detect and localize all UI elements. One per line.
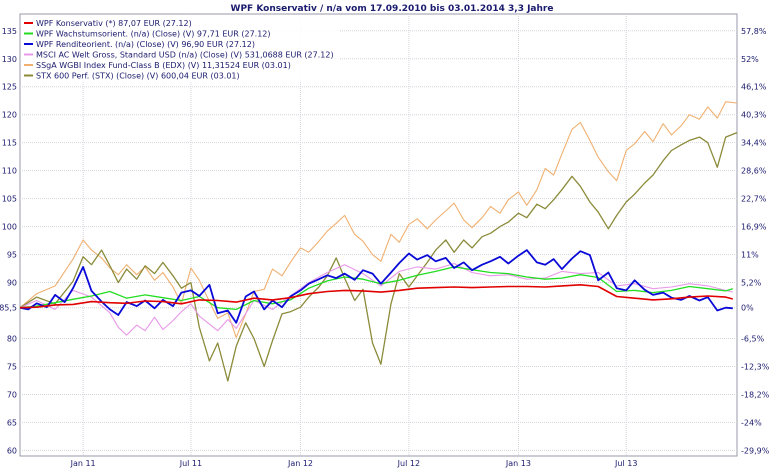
legend-entry: MSCI AC Welt Gross, Standard USD (n/a) (… — [36, 51, 334, 60]
legend-entry: SSgA WGBI Index Fund-Class B (EDX) (V) 1… — [36, 61, 291, 70]
right-tick-label: -24% — [741, 418, 762, 427]
legend-entry: WPF Wachstumsorient. (n/a) (Close) (V) 9… — [36, 30, 271, 39]
series-line-5 — [19, 101, 738, 338]
right-tick-label: 22,7% — [741, 195, 767, 204]
right-tick-label: -12,3% — [741, 362, 770, 371]
legend-entry: WPF Renditeorient. (n/a) (Close) (V) 96,… — [36, 40, 255, 49]
left-tick-label: 115 — [2, 139, 17, 148]
left-tick-label: 75 — [7, 362, 17, 371]
legend-entry: WPF Konservativ (*) 87,07 EUR (27.12) — [36, 19, 192, 28]
left-tick-label: 125 — [2, 83, 17, 92]
series-group — [19, 101, 738, 382]
legend-box — [22, 16, 340, 82]
x-tick-label: Jan 13 — [505, 459, 531, 468]
x-tick-label: Jul 12 — [397, 459, 420, 468]
right-tick-label: 57,8% — [741, 27, 767, 36]
right-tick-label: 28,6% — [741, 167, 767, 176]
series-line-4 — [19, 262, 733, 336]
right-tick-label: 52% — [741, 55, 759, 64]
right-tick-label: 46,1% — [741, 83, 767, 92]
left-axis: 135 130 125 120 115 110 105 100 95 90 85,5 80 75 70 65… — [0, 27, 17, 456]
right-axis: 57,8% 52% 46,1% 40,3% 34,4% 28,6% 22,7% 16,9% 11… — [741, 27, 770, 456]
grid — [20, 14, 737, 456]
x-tick-label: Jul 11 — [179, 459, 202, 468]
x-axis: Jan 11 Jul 11 Jan 12 Jul 12 Jan 13 Jul 13 — [70, 459, 638, 468]
x-tick-label: Jul 13 — [614, 459, 637, 468]
left-tick-label: 70 — [7, 390, 17, 399]
left-tick-label: 90 — [7, 279, 17, 288]
legend-entry: STX 600 Perf. (STX) (Close) (V) 600,04 E… — [36, 72, 240, 81]
x-tick-label: Jan 12 — [287, 459, 313, 468]
right-tick-label: -6,5% — [741, 335, 765, 344]
legend: WPF Konservativ (*) 87,07 EUR (27.12) WPF… — [22, 16, 340, 82]
right-tick-label: 0% — [741, 304, 754, 313]
left-tick-label: 80 — [7, 335, 17, 344]
right-tick-label: 34,4% — [741, 139, 767, 148]
right-tick-label: -18,2% — [741, 390, 770, 399]
x-tick-label: Jan 11 — [70, 459, 96, 468]
left-tick-label: 105 — [2, 195, 17, 204]
right-tick-label: 40,3% — [741, 111, 767, 120]
left-tick-label: 85,5 — [0, 304, 17, 313]
right-tick-label: 16,9% — [741, 223, 767, 232]
series-line-6 — [19, 131, 738, 382]
left-tick-label: 120 — [2, 111, 17, 120]
chart-title: WPF Konservativ / n/a vom 17.09.2010 bis… — [231, 4, 554, 14]
left-tick-label: 100 — [2, 223, 17, 232]
series-line-3 — [19, 249, 733, 324]
series-line-1 — [19, 283, 734, 309]
left-tick-label: 60 — [7, 446, 17, 455]
plot-frame — [19, 13, 738, 457]
left-tick-label: 130 — [2, 55, 17, 64]
left-tick-label: 110 — [2, 167, 17, 176]
left-tick-label: 65 — [7, 418, 17, 427]
plot-area — [19, 13, 738, 457]
left-tick-label: 95 — [7, 251, 17, 260]
right-tick-label: 5,2% — [741, 279, 762, 288]
left-tick-label: 135 — [2, 27, 17, 36]
right-tick-label: -29,9% — [741, 446, 770, 455]
right-tick-label: 11% — [741, 251, 759, 260]
